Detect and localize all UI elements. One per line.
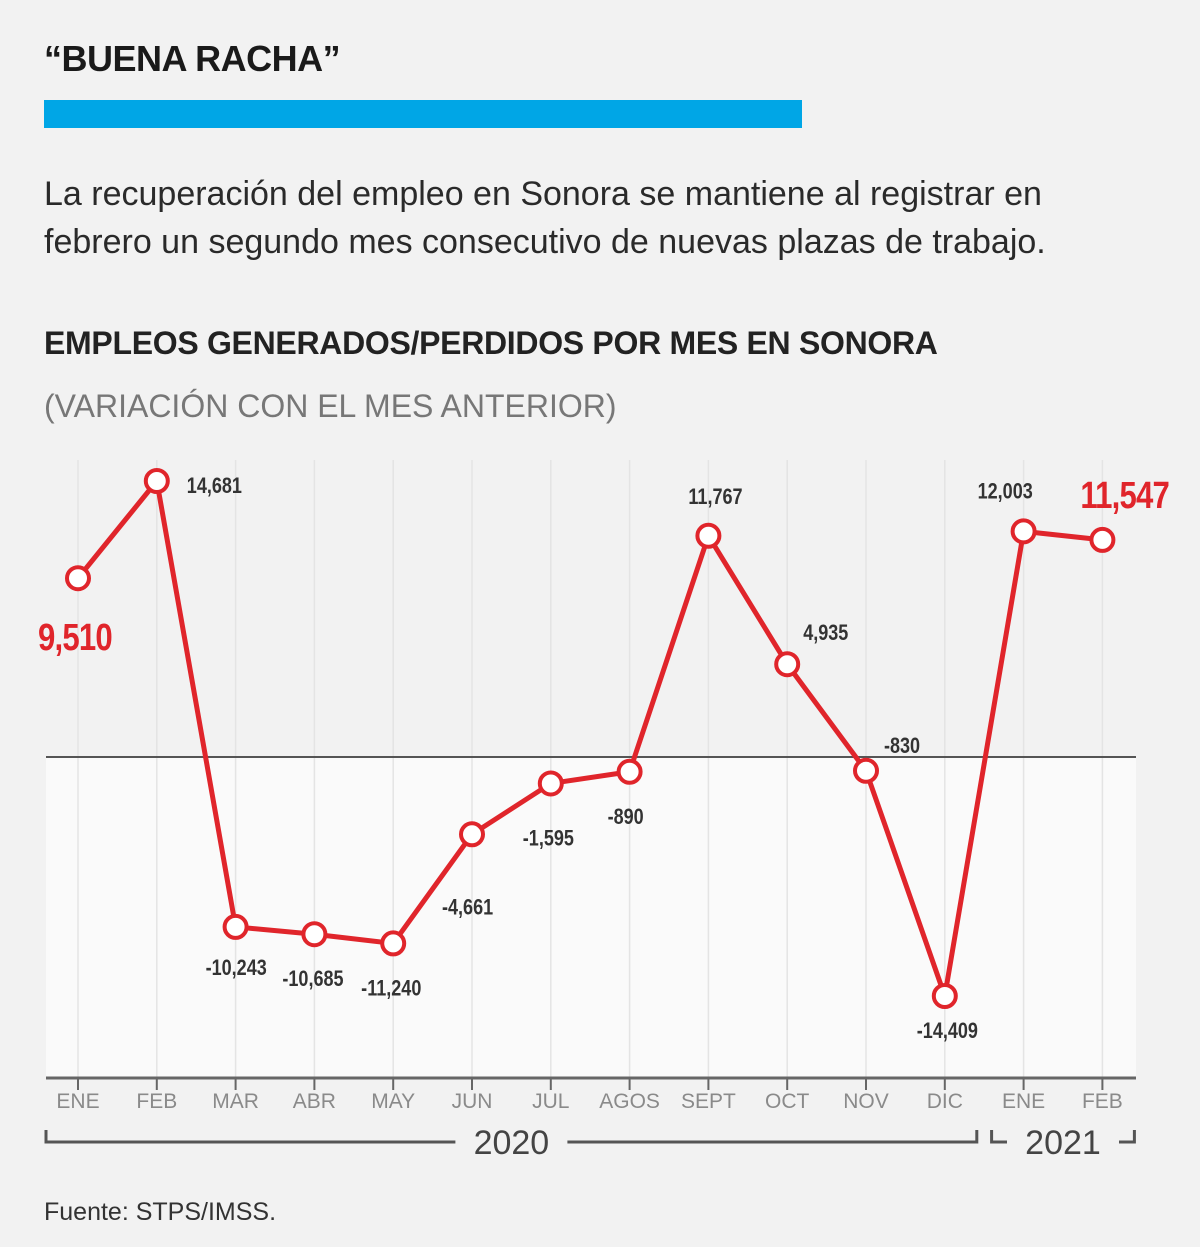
chart-title: EMPLEOS GENERADOS/PERDIDOS POR MES EN SO… xyxy=(44,325,938,361)
year-label: 2020 xyxy=(474,1124,550,1162)
x-tick-label: FEB xyxy=(1082,1090,1123,1113)
data-point xyxy=(1010,518,1037,545)
data-point xyxy=(380,930,407,957)
data-label: 12,003 xyxy=(978,480,1033,504)
x-tick-label: NOV xyxy=(843,1090,889,1113)
x-tick-label: SEPT xyxy=(681,1090,736,1113)
data-label: -890 xyxy=(608,805,644,829)
data-point xyxy=(301,921,328,948)
data-point xyxy=(931,983,958,1009)
kicker-title: “BUENA RACHA” xyxy=(44,38,341,79)
x-tick-label: MAY xyxy=(371,1090,415,1113)
x-tick-label: JUL xyxy=(532,1090,569,1113)
data-label: -10,243 xyxy=(206,956,267,980)
x-tick-label: ENE xyxy=(56,1090,99,1113)
data-point xyxy=(853,757,879,784)
data-label: 11,767 xyxy=(688,485,742,509)
data-point xyxy=(143,468,170,494)
data-label: -10,685 xyxy=(282,968,343,992)
year-bracket xyxy=(990,1130,1007,1144)
data-point xyxy=(616,758,643,785)
year-bracket xyxy=(1119,1130,1136,1144)
data-point xyxy=(1089,526,1116,553)
x-tick-label: ABR xyxy=(293,1090,336,1113)
data-point xyxy=(774,651,801,678)
data-label: -830 xyxy=(884,734,920,758)
chart-subtitle: (VARIACIÓN CON EL MES ANTERIOR) xyxy=(44,388,617,424)
data-point xyxy=(222,913,249,940)
data-point xyxy=(537,770,564,797)
line-chart: ENE FEB MAR ABR MAY JUN JUL AGOS SEPT OCT NOV DIC EN… xyxy=(38,460,1170,1162)
x-tick-label: ENE xyxy=(1002,1090,1045,1113)
year-bracket xyxy=(44,1130,456,1144)
x-tick-label: DIC xyxy=(927,1090,963,1113)
data-point xyxy=(65,565,91,592)
data-label: -1,595 xyxy=(523,827,574,851)
dek-text: La recuperación del empleo en Sonora se … xyxy=(44,175,1046,261)
data-label: -14,409 xyxy=(917,1019,978,1043)
x-tick-label: AGOS xyxy=(599,1090,660,1113)
data-label: 4,935 xyxy=(803,622,848,646)
x-tick-label: MAR xyxy=(212,1090,259,1113)
x-tick-label: OCT xyxy=(765,1090,810,1113)
x-tick-label: FEB xyxy=(136,1090,177,1113)
data-label: -11,240 xyxy=(361,977,421,1001)
data-label: 11,547 xyxy=(1080,475,1169,517)
data-label: -4,661 xyxy=(442,896,493,920)
data-point xyxy=(459,821,485,848)
source-note: Fuente: STPS/IMSS. xyxy=(44,1198,277,1226)
data-label: 14,681 xyxy=(187,474,242,498)
data-label: 9,510 xyxy=(38,617,112,659)
year-bracket xyxy=(567,1130,979,1144)
accent-bar xyxy=(44,100,802,128)
x-tick-label: JUN xyxy=(452,1090,493,1113)
year-label: 2021 xyxy=(1025,1124,1101,1162)
data-point xyxy=(695,522,722,549)
series-line xyxy=(76,478,1103,999)
